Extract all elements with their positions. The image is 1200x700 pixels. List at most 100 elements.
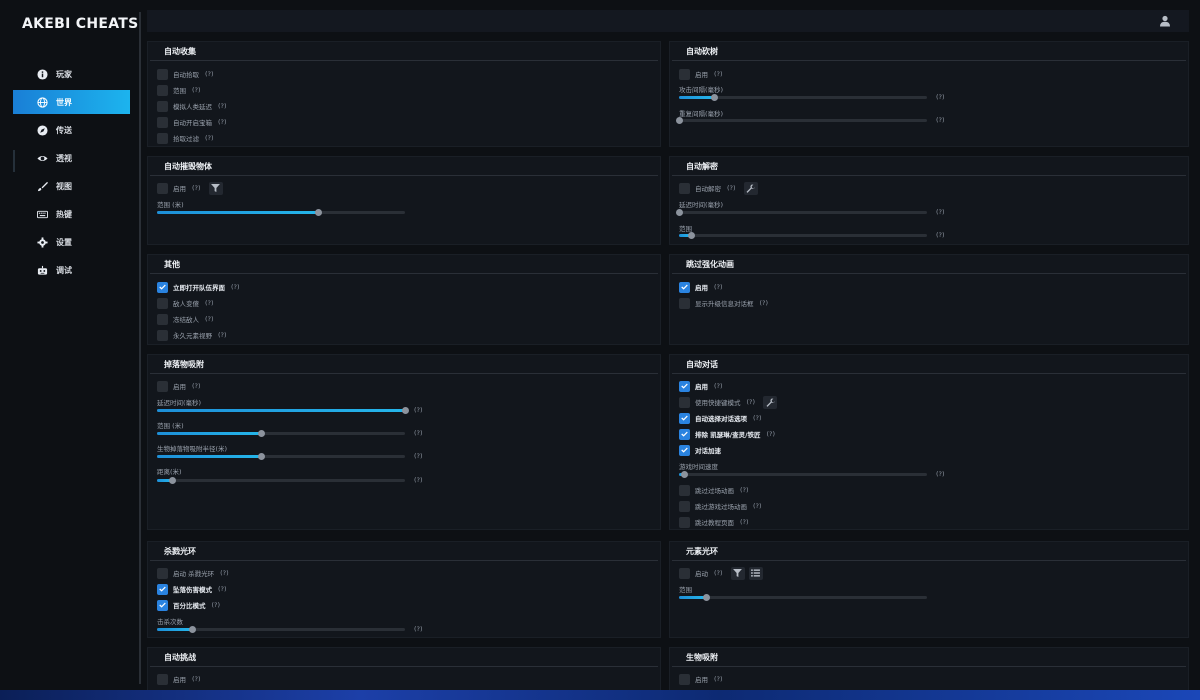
slider[interactable] [157,626,405,633]
settings-button[interactable] [743,181,758,195]
checkbox-row[interactable]: 范围 (?) [157,84,201,96]
help-marker[interactable]: (?) [714,70,723,78]
help-marker[interactable]: (?) [205,70,214,78]
checkbox-row[interactable]: 拾取过滤 (?) [157,132,214,144]
checkbox[interactable] [157,329,168,341]
help-marker[interactable]: (?) [192,86,201,94]
help-marker[interactable]: (?) [414,476,423,484]
checkbox[interactable] [157,380,168,392]
help-marker[interactable]: (?) [414,452,423,460]
slider-knob[interactable] [188,626,196,633]
slider-knob[interactable] [676,209,683,216]
checkbox-row[interactable]: 显示升级信息对话框 (?) [679,297,768,309]
checkbox[interactable] [157,100,168,112]
checkbox[interactable] [679,68,690,80]
checkbox-row[interactable]: 启用 (?) [157,673,201,685]
slider[interactable] [157,477,405,484]
checkbox-checked[interactable] [157,583,168,595]
checkbox[interactable] [679,500,690,512]
user-icon[interactable] [1159,15,1171,27]
checkbox[interactable] [679,297,690,309]
help-marker[interactable]: (?) [714,382,723,390]
help-marker[interactable]: (?) [220,569,229,577]
checkbox[interactable] [157,673,168,685]
slider-knob[interactable] [680,471,688,478]
help-marker[interactable]: (?) [936,93,945,101]
slider-knob[interactable] [258,430,266,437]
help-marker[interactable]: (?) [740,518,749,526]
help-marker[interactable]: (?) [727,184,736,192]
list-button[interactable] [748,566,763,580]
checkbox-row[interactable]: 模拟人类延迟 (?) [157,100,227,112]
checkbox[interactable] [157,84,168,96]
sidebar-item-visuals[interactable]: 视图 [13,174,130,198]
slider[interactable] [679,232,927,239]
help-marker[interactable]: (?) [740,486,749,494]
sidebar-item-teleport[interactable]: 传送 [13,118,130,142]
slider[interactable] [157,453,405,460]
checkbox-checked[interactable] [679,428,690,440]
checkbox-row[interactable]: 自动拾取 (?) [157,68,214,80]
sidebar-item-debug[interactable]: 调试 [13,258,130,282]
checkbox[interactable] [157,116,168,128]
checkbox[interactable] [679,182,690,194]
help-marker[interactable]: (?) [766,430,776,438]
help-marker[interactable]: (?) [211,601,221,609]
checkbox[interactable] [679,516,690,528]
help-marker[interactable]: (?) [746,398,756,406]
checkbox-row[interactable]: 启用 (?) [157,380,201,392]
checkbox-row[interactable]: 启用 (?) [679,380,723,392]
checkbox-row[interactable]: 启动 杀戮光环 (?) [157,567,229,579]
checkbox-checked[interactable] [679,444,690,456]
checkbox[interactable] [679,673,690,685]
checkbox-row[interactable]: 跳过游戏过场动画 (?) [679,500,762,512]
checkbox[interactable] [157,567,168,579]
slider-knob[interactable] [258,453,266,460]
slider-knob[interactable] [315,209,323,216]
sidebar-item-esp[interactable]: 透视 [13,146,130,170]
checkbox-row[interactable]: 永久元素视野 (?) [157,329,227,341]
help-marker[interactable]: (?) [192,382,201,390]
help-marker[interactable]: (?) [218,331,227,339]
checkbox-row[interactable]: 百分比模式 (?) [157,599,220,611]
slider[interactable] [679,94,927,101]
checkbox-checked[interactable] [157,281,168,293]
slider[interactable] [676,117,927,124]
checkbox-row[interactable]: 启动 (?) [679,566,763,580]
help-marker[interactable]: (?) [218,102,227,110]
help-marker[interactable]: (?) [218,585,227,593]
slider-knob[interactable] [402,407,409,414]
slider[interactable] [679,471,927,478]
help-marker[interactable]: (?) [753,502,762,510]
slider-knob[interactable] [168,477,176,484]
slider-knob[interactable] [688,232,696,239]
help-marker[interactable]: (?) [231,283,240,291]
checkbox-row[interactable]: 排除 凯瑟琳/查灵/铁匠 (?) [679,428,775,440]
checkbox-row[interactable]: 自动选择对话选项 (?) [679,412,762,424]
checkbox-row[interactable]: 启用 (?) [679,673,723,685]
checkbox-row[interactable]: 启用 (?) [679,68,723,80]
help-marker[interactable]: (?) [936,231,945,239]
help-marker[interactable]: (?) [205,134,214,142]
filter-button[interactable] [208,181,223,195]
help-marker[interactable]: (?) [218,118,227,126]
slider[interactable] [679,594,927,601]
help-marker[interactable]: (?) [714,283,723,291]
sidebar-item-settings[interactable]: 设置 [13,230,130,254]
checkbox-row[interactable]: 启用 (?) [157,181,223,195]
checkbox-row[interactable]: 立即打开队伍界面 (?) [157,281,240,293]
slider-knob[interactable] [710,94,718,101]
slider-knob[interactable] [676,117,683,124]
slider[interactable] [157,209,405,216]
help-marker[interactable]: (?) [936,116,945,124]
checkbox-row[interactable]: 自动开启宝箱 (?) [157,116,227,128]
checkbox-row[interactable]: 对话加速 [679,444,721,456]
slider[interactable] [676,209,927,216]
help-marker[interactable]: (?) [414,429,423,437]
checkbox[interactable] [679,396,690,408]
checkbox[interactable] [157,297,168,309]
checkbox-row[interactable]: 使用快捷键模式 (?) [679,395,778,409]
checkbox-row[interactable]: 冻结敌人 (?) [157,313,214,325]
help-marker[interactable]: (?) [192,184,201,192]
slider[interactable] [157,430,405,437]
